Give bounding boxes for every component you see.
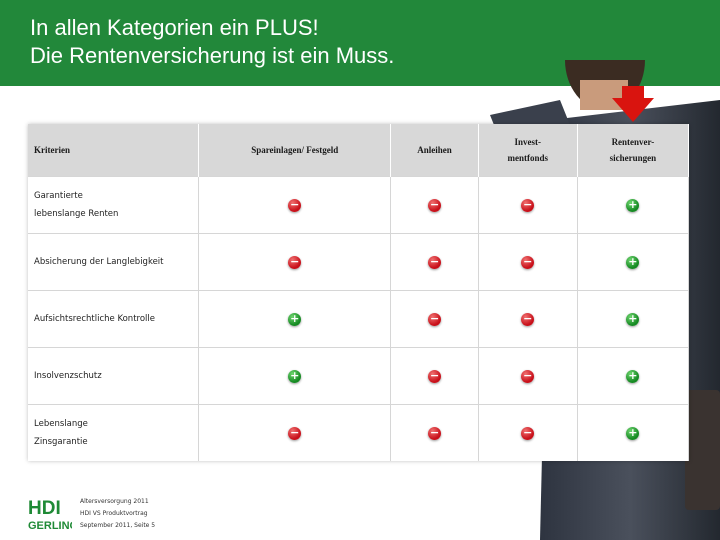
minus-icon: −	[521, 197, 535, 212]
plus-icon: +	[626, 254, 640, 269]
minus-icon: −	[428, 254, 442, 269]
minus-icon: −	[288, 254, 302, 269]
slide-title: In allen Kategorien ein PLUS! Die Renten…	[30, 14, 394, 70]
hdi-gerling-logo: HDI GERLING	[28, 498, 72, 532]
row-label: Lebenslange Zinsgarantie	[28, 404, 199, 461]
row-label: Insolvenzschutz	[28, 347, 199, 405]
minus-icon: −	[521, 254, 535, 269]
header-anleihen: Anleihen	[390, 124, 479, 177]
title-line-1: In allen Kategorien ein PLUS!	[30, 15, 319, 40]
title-line-2: Die Rentenversicherung ist ein Muss.	[30, 43, 395, 68]
minus-icon: −	[521, 311, 535, 326]
row-label: Garantierte lebenslange Renten	[28, 176, 199, 234]
header-investmentfonds: Invest-mentfonds	[478, 124, 578, 177]
footer-line-2: HDI VS Produktvortrag	[80, 510, 148, 517]
header-kriterien: Kriterien	[28, 124, 199, 177]
plus-icon: +	[626, 197, 640, 212]
minus-icon: −	[428, 311, 442, 326]
footer-info: Altersversorgung 2011 HDI VS Produktvort…	[80, 496, 155, 532]
table-row: Aufsichtsrechtliche Kontrolle + − − +	[28, 290, 690, 348]
row-label: Aufsichtsrechtliche Kontrolle	[28, 290, 199, 348]
footer-line-1: Altersversorgung 2011	[80, 498, 149, 505]
highlight-arrow-icon	[612, 86, 654, 122]
minus-icon: −	[428, 425, 442, 440]
header-spareinlagen: Spareinlagen/ Festgeld	[198, 124, 392, 177]
plus-icon: +	[626, 311, 640, 326]
table-row: Lebenslange Zinsgarantie − − − +	[28, 404, 690, 461]
plus-icon: +	[288, 368, 302, 383]
minus-icon: −	[428, 368, 442, 383]
row-label: Absicherung der Langlebigkeit	[28, 233, 199, 291]
minus-icon: −	[428, 197, 442, 212]
comparison-table: Kriterien Spareinlagen/ Festgeld Anleihe…	[28, 124, 690, 461]
plus-icon: +	[288, 311, 302, 326]
table-row: Insolvenzschutz + − − +	[28, 347, 690, 405]
header-rentenversicherungen: Rentenver-sicherungen	[577, 124, 690, 177]
minus-icon: −	[288, 197, 302, 212]
svg-text:HDI: HDI	[28, 498, 61, 519]
minus-icon: −	[521, 368, 535, 383]
plus-icon: +	[626, 368, 640, 383]
plus-icon: +	[626, 425, 640, 440]
minus-icon: −	[288, 425, 302, 440]
table-header-row: Kriterien Spareinlagen/ Festgeld Anleihe…	[28, 124, 690, 177]
footer-line-3: September 2011, Seite 5	[80, 522, 156, 529]
table-row: Absicherung der Langlebigkeit − − − +	[28, 233, 690, 291]
minus-icon: −	[521, 425, 535, 440]
table-row: Garantierte lebenslange Renten − − − +	[28, 176, 690, 234]
svg-text:GERLING: GERLING	[28, 520, 72, 532]
